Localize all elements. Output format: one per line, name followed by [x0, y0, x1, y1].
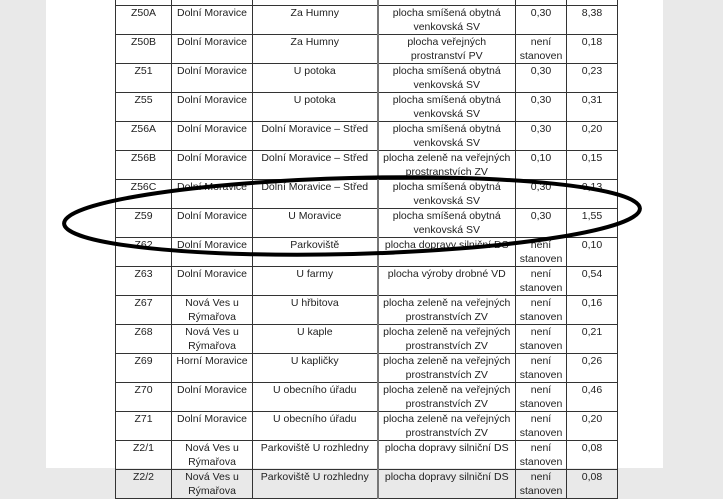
cell-coefficient: 0,30 — [515, 92, 567, 122]
cell-coefficient: 0,30 — [515, 63, 567, 93]
cell-locality: Za Humny — [252, 34, 378, 64]
table-row: Z62 Dolní Moravice Parkoviště plocha doprav… — [115, 237, 618, 267]
cell-municipality: Nová Ves u Rýmařova — [171, 440, 253, 470]
cell-area: 0,21 — [566, 324, 618, 354]
cell-land-use: plocha zeleně na veřejných prostranstvíc… — [376, 353, 516, 383]
cell-land-use: plocha dopravy silniční DS — [376, 440, 516, 470]
cell-municipality: Dolní Moravice — [171, 382, 253, 412]
cell-coefficient: není stanoven — [515, 295, 567, 325]
cell-area: 0,10 — [566, 237, 618, 267]
cell-coefficient: není stanoven — [515, 324, 567, 354]
cell-locality: U obecního úřadu — [252, 382, 378, 412]
cell-locality: Parkoviště U rozhledny — [252, 440, 378, 470]
table-row: Z70 Dolní Moravice U obecního úřadu plocha … — [115, 382, 618, 412]
cell-plot-id: Z71 — [115, 411, 172, 441]
table-row: Z59 Dolní Moravice U Moravice plocha smíšen… — [115, 208, 618, 238]
cell-locality: U potoka — [252, 63, 378, 93]
cell-area: 0,13 — [566, 179, 618, 209]
table-row: Z56B Dolní Moravice Dolní Moravice – Střed… — [115, 150, 618, 180]
cell-area: 0,08 — [566, 469, 618, 499]
cell-land-use: plocha smíšená obytná venkovská SV — [376, 179, 516, 209]
cell-plot-id: Z50A — [115, 5, 172, 35]
cell-land-use: plocha smíšená obytná venkovská SV — [376, 5, 516, 35]
cell-plot-id: Z2/2 — [115, 469, 172, 499]
hand-drawn-ellipse-highlight — [62, 175, 642, 257]
cell-locality: U Moravice — [252, 208, 378, 238]
cell-municipality: Dolní Moravice — [171, 121, 253, 151]
table-row: Z68 Nová Ves u Rýmařova U kaple plocha zele… — [115, 324, 618, 354]
table-row: Z56C Dolní Moravice Dolní Moravice – Střed… — [115, 179, 618, 209]
cell-locality: U farmy — [252, 266, 378, 296]
cell-plot-id: Z67 — [115, 295, 172, 325]
cell-municipality: Dolní Moravice — [171, 150, 253, 180]
cell-land-use: plocha zeleně na veřejných prostranstvíc… — [376, 382, 516, 412]
cell-locality: Za Humny — [252, 5, 378, 35]
cell-area: 1,55 — [566, 208, 618, 238]
cell-coefficient: 0,30 — [515, 5, 567, 35]
cell-area: 8,38 — [566, 5, 618, 35]
cell-area: 0,23 — [566, 63, 618, 93]
cell-municipality: Nová Ves u Rýmařova — [171, 295, 253, 325]
cell-land-use: plocha dopravy silniční DS — [376, 469, 516, 499]
cell-coefficient: není stanoven — [515, 411, 567, 441]
table-row: Z2/2 Nová Ves u Rýmařova Parkoviště U rozh… — [115, 469, 618, 499]
cell-plot-id: Z59 — [115, 208, 172, 238]
cell-coefficient: není stanoven — [515, 469, 567, 499]
cell-land-use: plocha smíšená obytná venkovská SV — [376, 208, 516, 238]
cell-locality: U kapličky — [252, 353, 378, 383]
cell-land-use: plocha výroby drobné VD — [376, 266, 516, 296]
cell-land-use: plocha zeleně na veřejných prostranstvíc… — [376, 150, 516, 180]
cell-land-use: plocha zeleně na veřejných prostranstvíc… — [376, 324, 516, 354]
cell-municipality: Nová Ves u Rýmařova — [171, 469, 253, 499]
cell-land-use: plocha zeleně na veřejných prostranstvíc… — [376, 295, 516, 325]
cell-municipality: Dolní Moravice — [171, 34, 253, 64]
cell-plot-id: Z70 — [115, 382, 172, 412]
plot-table: Z50A Dolní Moravice Za Humny plocha smíšená… — [115, 0, 618, 499]
cell-municipality: Dolní Moravice — [171, 208, 253, 238]
table-row: Z50A Dolní Moravice Za Humny plocha smíšená… — [115, 5, 618, 35]
cell-coefficient: není stanoven — [515, 353, 567, 383]
cell-area: 0,46 — [566, 382, 618, 412]
table-row: Z69 Horní Moravice U kapličky plocha zeleně… — [115, 353, 618, 383]
cell-area: 0,54 — [566, 266, 618, 296]
cell-plot-id: Z56A — [115, 121, 172, 151]
cell-locality: Parkoviště U rozhledny — [252, 469, 378, 499]
table-row: Z71 Dolní Moravice U obecního úřadu plocha … — [115, 411, 618, 441]
table-row: Z50B Dolní Moravice Za Humny plocha veřejný… — [115, 34, 618, 64]
cell-coefficient: 0,30 — [515, 208, 567, 238]
table-row: Z56A Dolní Moravice Dolní Moravice – Střed… — [115, 121, 618, 151]
cell-land-use: plocha veřejných prostranství PV — [376, 34, 516, 64]
table-row: Z67 Nová Ves u Rýmařova U hřbitova plocha z… — [115, 295, 618, 325]
cell-plot-id: Z2/1 — [115, 440, 172, 470]
cell-coefficient: není stanoven — [515, 266, 567, 296]
table-row: Z2/1 Nová Ves u Rýmařova Parkoviště U rozh… — [115, 440, 618, 470]
cell-locality: U obecního úřadu — [252, 411, 378, 441]
cell-land-use: plocha smíšená obytná venkovská SV — [376, 63, 516, 93]
cell-coefficient: není stanoven — [515, 34, 567, 64]
cell-area: 0,15 — [566, 150, 618, 180]
cell-locality: Dolní Moravice – Střed — [252, 121, 378, 151]
cell-plot-id: Z56B — [115, 150, 172, 180]
cell-land-use: plocha smíšená obytná venkovská SV — [376, 92, 516, 122]
cell-municipality: Horní Moravice — [171, 353, 253, 383]
